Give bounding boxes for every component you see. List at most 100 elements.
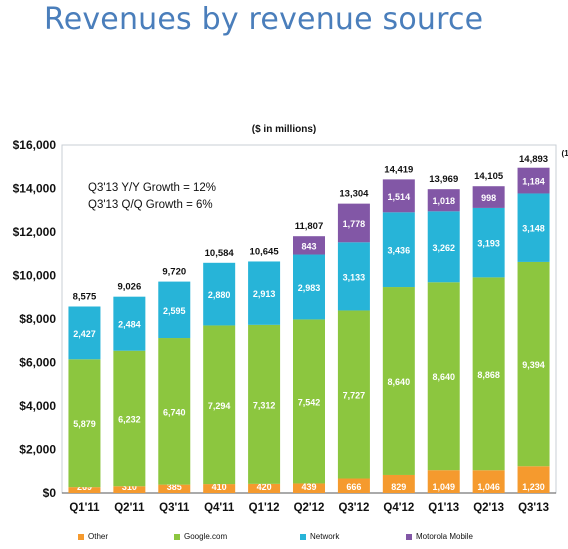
bar-value-label: 2,913 — [253, 289, 276, 299]
bar-total-label: 14,419 — [384, 164, 413, 175]
bar-total-label: 9,026 — [117, 282, 141, 293]
legend-item: Motorola Mobile — [406, 532, 473, 541]
bar-segment-other — [337, 478, 370, 493]
bar-value-label: 8,868 — [477, 370, 500, 380]
bar-value-label: 2,595 — [163, 306, 186, 316]
legend-swatch — [78, 533, 84, 540]
bar-segment-other — [382, 474, 415, 493]
x-tick-label: Q3'11 — [159, 502, 190, 514]
legend-swatch — [300, 533, 306, 540]
bar-value-label: 843 — [301, 241, 316, 251]
bar-segment-motorola-mobile — [382, 179, 415, 213]
bar-segment-network — [68, 306, 101, 360]
bar-value-label: 2,880 — [208, 290, 231, 300]
page-title: Revenues by revenue source — [44, 2, 484, 37]
legend-label: Network — [310, 532, 340, 541]
bar-value-label: 3,148 — [522, 224, 545, 234]
bar-value-label: 8,640 — [388, 377, 411, 387]
x-tick-label: Q3'12 — [338, 502, 369, 514]
bar-segment-network — [158, 281, 191, 339]
bar-segment-network — [113, 296, 146, 351]
y-tick-label: $16,000 — [13, 138, 57, 152]
footnote-marker: (1) — [562, 149, 568, 158]
bar-segment-google-com — [113, 350, 146, 487]
bar-value-label: 3,133 — [343, 272, 366, 282]
bar-segment-network — [337, 242, 370, 311]
legend-label: Other — [88, 532, 109, 541]
bar-segment-network — [427, 211, 460, 283]
bar-segment-google-com — [68, 359, 101, 488]
bar-segment-other — [203, 484, 236, 493]
bar-segment-network — [293, 254, 325, 320]
bar-segment-other — [68, 487, 101, 493]
bar-value-label: 1,184 — [522, 177, 545, 187]
y-tick-label: $6,000 — [19, 356, 56, 370]
bar-value-label: 420 — [257, 482, 272, 492]
bar-total-label: 10,645 — [250, 246, 280, 257]
bar-segment-google-com — [427, 282, 460, 471]
legend-item: Other — [78, 532, 108, 541]
bar-total-label: 13,969 — [429, 174, 458, 185]
bar-segment-network — [248, 261, 281, 325]
x-tick-label: Q4'12 — [383, 502, 414, 514]
bar-segment-google-com — [158, 338, 191, 485]
bar-value-label: 7,727 — [343, 390, 366, 400]
bar-value-label: 6,740 — [163, 407, 186, 417]
bar-value-label: 2,983 — [298, 283, 321, 293]
legend-item: Google.com — [174, 532, 227, 541]
bar-total-label: 14,105 — [474, 171, 504, 182]
bar-segment-other — [472, 470, 505, 493]
y-tick-label: $8,000 — [19, 312, 56, 326]
bar-value-label: 1,514 — [388, 192, 411, 202]
bar-value-label: 3,193 — [477, 239, 500, 249]
bar-value-label: 1,778 — [343, 219, 366, 229]
bar-value-label: 410 — [212, 482, 227, 492]
x-tick-label: Q1'12 — [249, 502, 280, 514]
bar-value-label: 1,046 — [477, 482, 500, 492]
legend-label: Motorola Mobile — [416, 532, 473, 541]
bar-value-label: 1,049 — [432, 482, 455, 492]
bar-segment-motorola-mobile — [427, 189, 460, 212]
bar-total-label: 8,575 — [73, 291, 97, 302]
legend-item: Network — [300, 532, 339, 541]
bar-segment-other — [293, 483, 325, 493]
x-tick-label: Q1'11 — [69, 502, 100, 514]
x-tick-label: Q4'11 — [204, 502, 235, 514]
bar-segment-network — [472, 207, 505, 278]
bar-segment-other — [158, 484, 191, 493]
bar-segment-network — [203, 262, 236, 326]
bar-value-label: 9,394 — [522, 360, 545, 370]
y-tick-label: $14,000 — [13, 182, 57, 196]
bar-value-label: 998 — [481, 193, 496, 203]
bar-segment-other — [113, 486, 146, 493]
y-tick-label: $12,000 — [13, 225, 57, 239]
bar-value-label: 439 — [301, 482, 316, 492]
units-note: ($ in millions) — [251, 124, 317, 135]
bar-value-label: 2,427 — [73, 329, 96, 339]
bar-value-label: 7,294 — [208, 401, 231, 411]
bar-segment-google-com — [337, 310, 370, 479]
bar-total-label: 13,304 — [339, 189, 369, 200]
bar-segment-network — [382, 212, 415, 288]
y-tick-label: $0 — [43, 486, 57, 500]
x-tick-label: Q2'13 — [473, 502, 504, 514]
bar-value-label: 3,436 — [388, 246, 411, 256]
bar-segment-motorola-mobile — [472, 186, 505, 208]
bar-value-label: 5,879 — [73, 419, 96, 429]
chart-legend: Other Google.com Network Motorola Mobile — [0, 532, 568, 546]
legend-swatch — [174, 533, 180, 540]
x-tick-label: Q3'13 — [518, 502, 549, 514]
bar-segment-other — [248, 483, 281, 493]
bar-value-label: 310 — [122, 482, 137, 492]
bar-segment-network — [517, 193, 550, 262]
bar-segment-motorola-mobile — [293, 236, 325, 255]
yoy-growth-note: Q3'13 Y/Y Growth = 12% — [88, 182, 217, 194]
legend-label: Google.com — [184, 532, 228, 541]
bar-value-label: 7,542 — [298, 397, 321, 407]
bar-value-label: 3,262 — [432, 243, 455, 253]
bar-segment-other — [517, 466, 550, 493]
y-tick-label: $2,000 — [19, 443, 56, 457]
bar-segment-google-com — [248, 324, 281, 484]
bar-segment-motorola-mobile — [517, 167, 550, 194]
